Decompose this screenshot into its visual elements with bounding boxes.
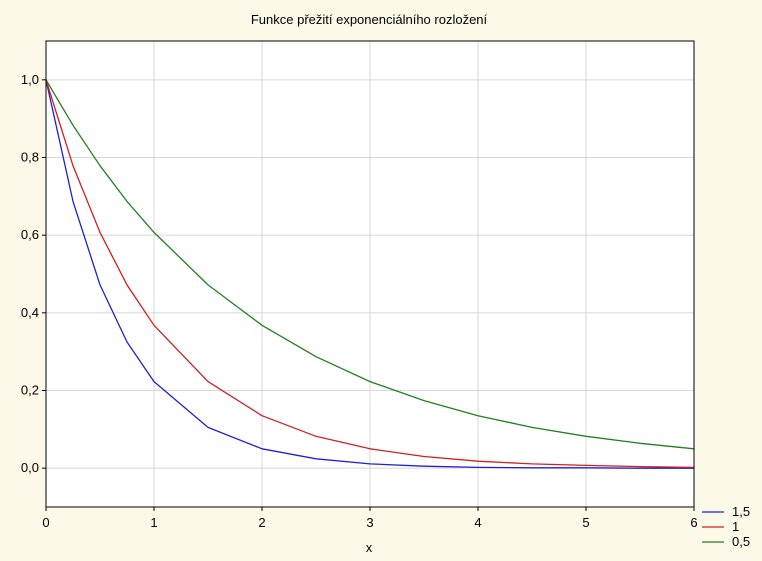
x-tick-label: 4	[474, 515, 481, 530]
legend: 1,510,5	[702, 504, 750, 549]
x-tick-label: 2	[258, 515, 265, 530]
grid	[46, 41, 694, 507]
x-tick-label: 1	[150, 515, 157, 530]
series-line-3	[45, 79, 695, 450]
chart-title: Funkce přežití exponenciálního rozložení	[251, 12, 488, 27]
x-tick-label: 3	[366, 515, 373, 530]
y-tick-label: 0,8	[21, 150, 39, 165]
y-tick-label: 0,0	[21, 460, 39, 475]
ticks: 0 1 2 3 4 5 6 0,0 0,2 0,4 0,6 0,8 1,0	[21, 72, 698, 530]
series-line-2	[45, 79, 695, 469]
series-line-1	[45, 79, 694, 469]
x-tick-label: 5	[582, 515, 589, 530]
y-tick-label: 0,4	[21, 305, 39, 320]
legend-label-1: 1,5	[732, 504, 750, 519]
x-tick-label: 0	[42, 515, 49, 530]
legend-label-3: 0,5	[732, 534, 750, 549]
series-lines	[45, 79, 695, 469]
x-axis-label: x	[366, 540, 373, 555]
y-tick-label: 0,6	[21, 227, 39, 242]
x-tick-label: 6	[690, 515, 697, 530]
y-tick-label: 0,2	[21, 383, 39, 398]
legend-label-2: 1	[732, 519, 739, 534]
y-tick-label: 1,0	[21, 72, 39, 87]
